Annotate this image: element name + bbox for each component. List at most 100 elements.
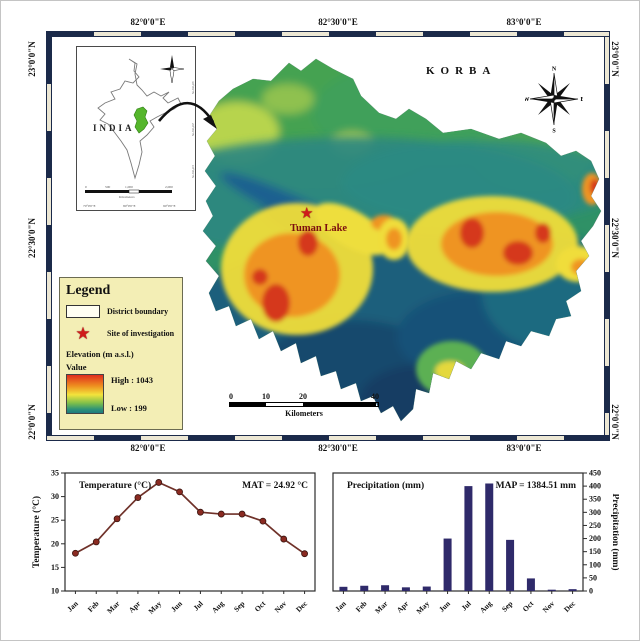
svg-text:Sep: Sep (232, 599, 247, 614)
svg-text:Jul: Jul (459, 599, 472, 612)
svg-text:Temperature (°C): Temperature (°C) (79, 480, 151, 491)
lon-label-top: 82°30'0"E (318, 17, 358, 27)
svg-text:10: 10 (51, 587, 59, 596)
svg-text:20°0'0"N: 20°0'0"N (191, 123, 195, 136)
svg-text:Apr: Apr (127, 599, 143, 615)
svg-text:250: 250 (589, 521, 601, 530)
svg-text:E: E (580, 97, 583, 103)
svg-text:150: 150 (589, 547, 601, 556)
inset-compass-icon (160, 55, 185, 84)
scalebar-tick: 40 (371, 392, 379, 401)
scalebar-tick: 10 (262, 392, 270, 401)
svg-text:30: 30 (51, 492, 59, 501)
svg-text:Mar: Mar (373, 599, 390, 616)
lon-label-top: 83°0'0"E (506, 17, 542, 27)
chhattisgarh-state (133, 106, 149, 134)
svg-text:Sep: Sep (500, 599, 515, 614)
lat-label-right: 22°30'0"N (610, 217, 620, 259)
lat-label-right: 23°0'0"N (610, 41, 620, 77)
elevation-high-label: High : 1043 (111, 375, 154, 385)
svg-text:Precipitation (mm): Precipitation (mm) (610, 493, 619, 570)
svg-text:Jul: Jul (191, 599, 204, 612)
svg-text:Jun: Jun (169, 598, 185, 614)
elevation-low-label: Low : 199 (111, 403, 147, 413)
svg-text:90°0'0"E: 90°0'0"E (163, 204, 176, 208)
svg-text:Nov: Nov (273, 599, 289, 615)
inset-graticule-labels: 30°0'0"N 20°0'0"N 10°0'0"N 70°0'0"E 80°0… (83, 81, 195, 208)
svg-text:Precipitation (mm): Precipitation (mm) (347, 480, 424, 491)
site-of-investigation-label: Site of investigation (107, 329, 175, 338)
svg-text:500: 500 (105, 185, 111, 189)
district-boundary-label: District boundary (107, 307, 169, 316)
country-label: INDIA (93, 123, 135, 133)
svg-text:Feb: Feb (354, 599, 369, 614)
svg-text:400: 400 (589, 482, 601, 491)
lat-label-left: 23°0'0"N (27, 41, 37, 77)
svg-text:1,000: 1,000 (125, 185, 133, 190)
elevation-title: Elevation (m a.s.l.) (66, 349, 134, 359)
svg-text:300: 300 (589, 508, 601, 517)
svg-text:Dec: Dec (294, 599, 309, 614)
map-scalebar: 0 10 20 40 Kilometers (229, 392, 379, 418)
svg-text:Aug: Aug (478, 599, 494, 615)
value-label: Value (66, 362, 87, 372)
svg-text:200: 200 (589, 534, 601, 543)
svg-text:Nov: Nov (541, 599, 557, 615)
svg-text:450: 450 (589, 469, 601, 478)
svg-text:0: 0 (589, 587, 593, 596)
svg-text:Mar: Mar (105, 599, 122, 616)
lat-label-left: 22°0'0"N (27, 404, 37, 440)
india-inset-map: 0 500 1,000 2,000 Kilometers 30°0'0"N 20… (76, 46, 196, 211)
svg-text:50: 50 (589, 573, 597, 582)
svg-text:Jun: Jun (437, 598, 453, 614)
svg-text:10°0'0"N: 10°0'0"N (191, 165, 195, 178)
svg-text:Aug: Aug (210, 599, 226, 615)
svg-text:N: N (552, 67, 557, 73)
lon-label-bottom: 82°30'0"E (318, 443, 358, 453)
site-name-label: Tuman Lake (290, 223, 348, 234)
svg-text:Apr: Apr (395, 599, 411, 615)
svg-text:MAT = 24.92 °C: MAT = 24.92 °C (242, 480, 308, 491)
legend: Legend District boundary ★ Site of inves… (59, 277, 183, 430)
india-outline: 0 500 1,000 2,000 Kilometers 30°0'0"N 20… (83, 55, 195, 208)
svg-text:Kilometers: Kilometers (119, 195, 135, 199)
legend-title: Legend (66, 283, 111, 298)
inset-scalebar: 0 500 1,000 2,000 Kilometers (85, 185, 173, 199)
svg-text:May: May (146, 599, 163, 616)
svg-text:15: 15 (51, 563, 59, 572)
svg-text:Oct: Oct (253, 599, 268, 614)
svg-text:80°0'0"E: 80°0'0"E (123, 204, 136, 208)
graticule-ticks-left (47, 37, 52, 435)
svg-text:Dec: Dec (562, 599, 577, 614)
svg-text:W: W (525, 97, 530, 103)
svg-text:2,000: 2,000 (165, 185, 173, 190)
compass-rose-icon: N E S W (525, 67, 583, 134)
svg-text:35: 35 (51, 469, 59, 478)
lon-label-bottom: 83°0'0"E (506, 443, 542, 453)
site-star-swatch-icon: ★ (75, 324, 91, 343)
locator-arrow-icon (158, 102, 217, 129)
district-name-label: KORBA (426, 65, 497, 77)
scalebar-unit: Kilometers (285, 409, 323, 418)
lon-label-bottom: 82°0'0"E (130, 443, 166, 453)
svg-text:0: 0 (85, 185, 87, 189)
graticule-ticks-bottom (47, 435, 609, 440)
svg-text:Feb: Feb (86, 599, 101, 614)
lon-label-top: 82°0'0"E (130, 17, 166, 27)
graticule-ticks-top (47, 32, 609, 37)
svg-text:70°0'0"E: 70°0'0"E (83, 204, 96, 208)
elevation-ramp-swatch (66, 374, 104, 414)
lat-label-left: 22°30'0"N (27, 217, 37, 259)
site-star-icon: ★ (300, 206, 314, 222)
svg-text:Jan: Jan (65, 598, 80, 613)
svg-text:S: S (552, 129, 556, 134)
district-boundary-swatch (66, 305, 100, 318)
graticule-ticks-right (604, 37, 609, 435)
svg-text:25: 25 (51, 516, 59, 525)
scalebar-tick: 0 (229, 392, 233, 401)
svg-text:Jan: Jan (333, 598, 348, 613)
scalebar-tick: 20 (299, 392, 307, 401)
svg-text:MAP = 1384.51 mm: MAP = 1384.51 mm (496, 481, 576, 491)
